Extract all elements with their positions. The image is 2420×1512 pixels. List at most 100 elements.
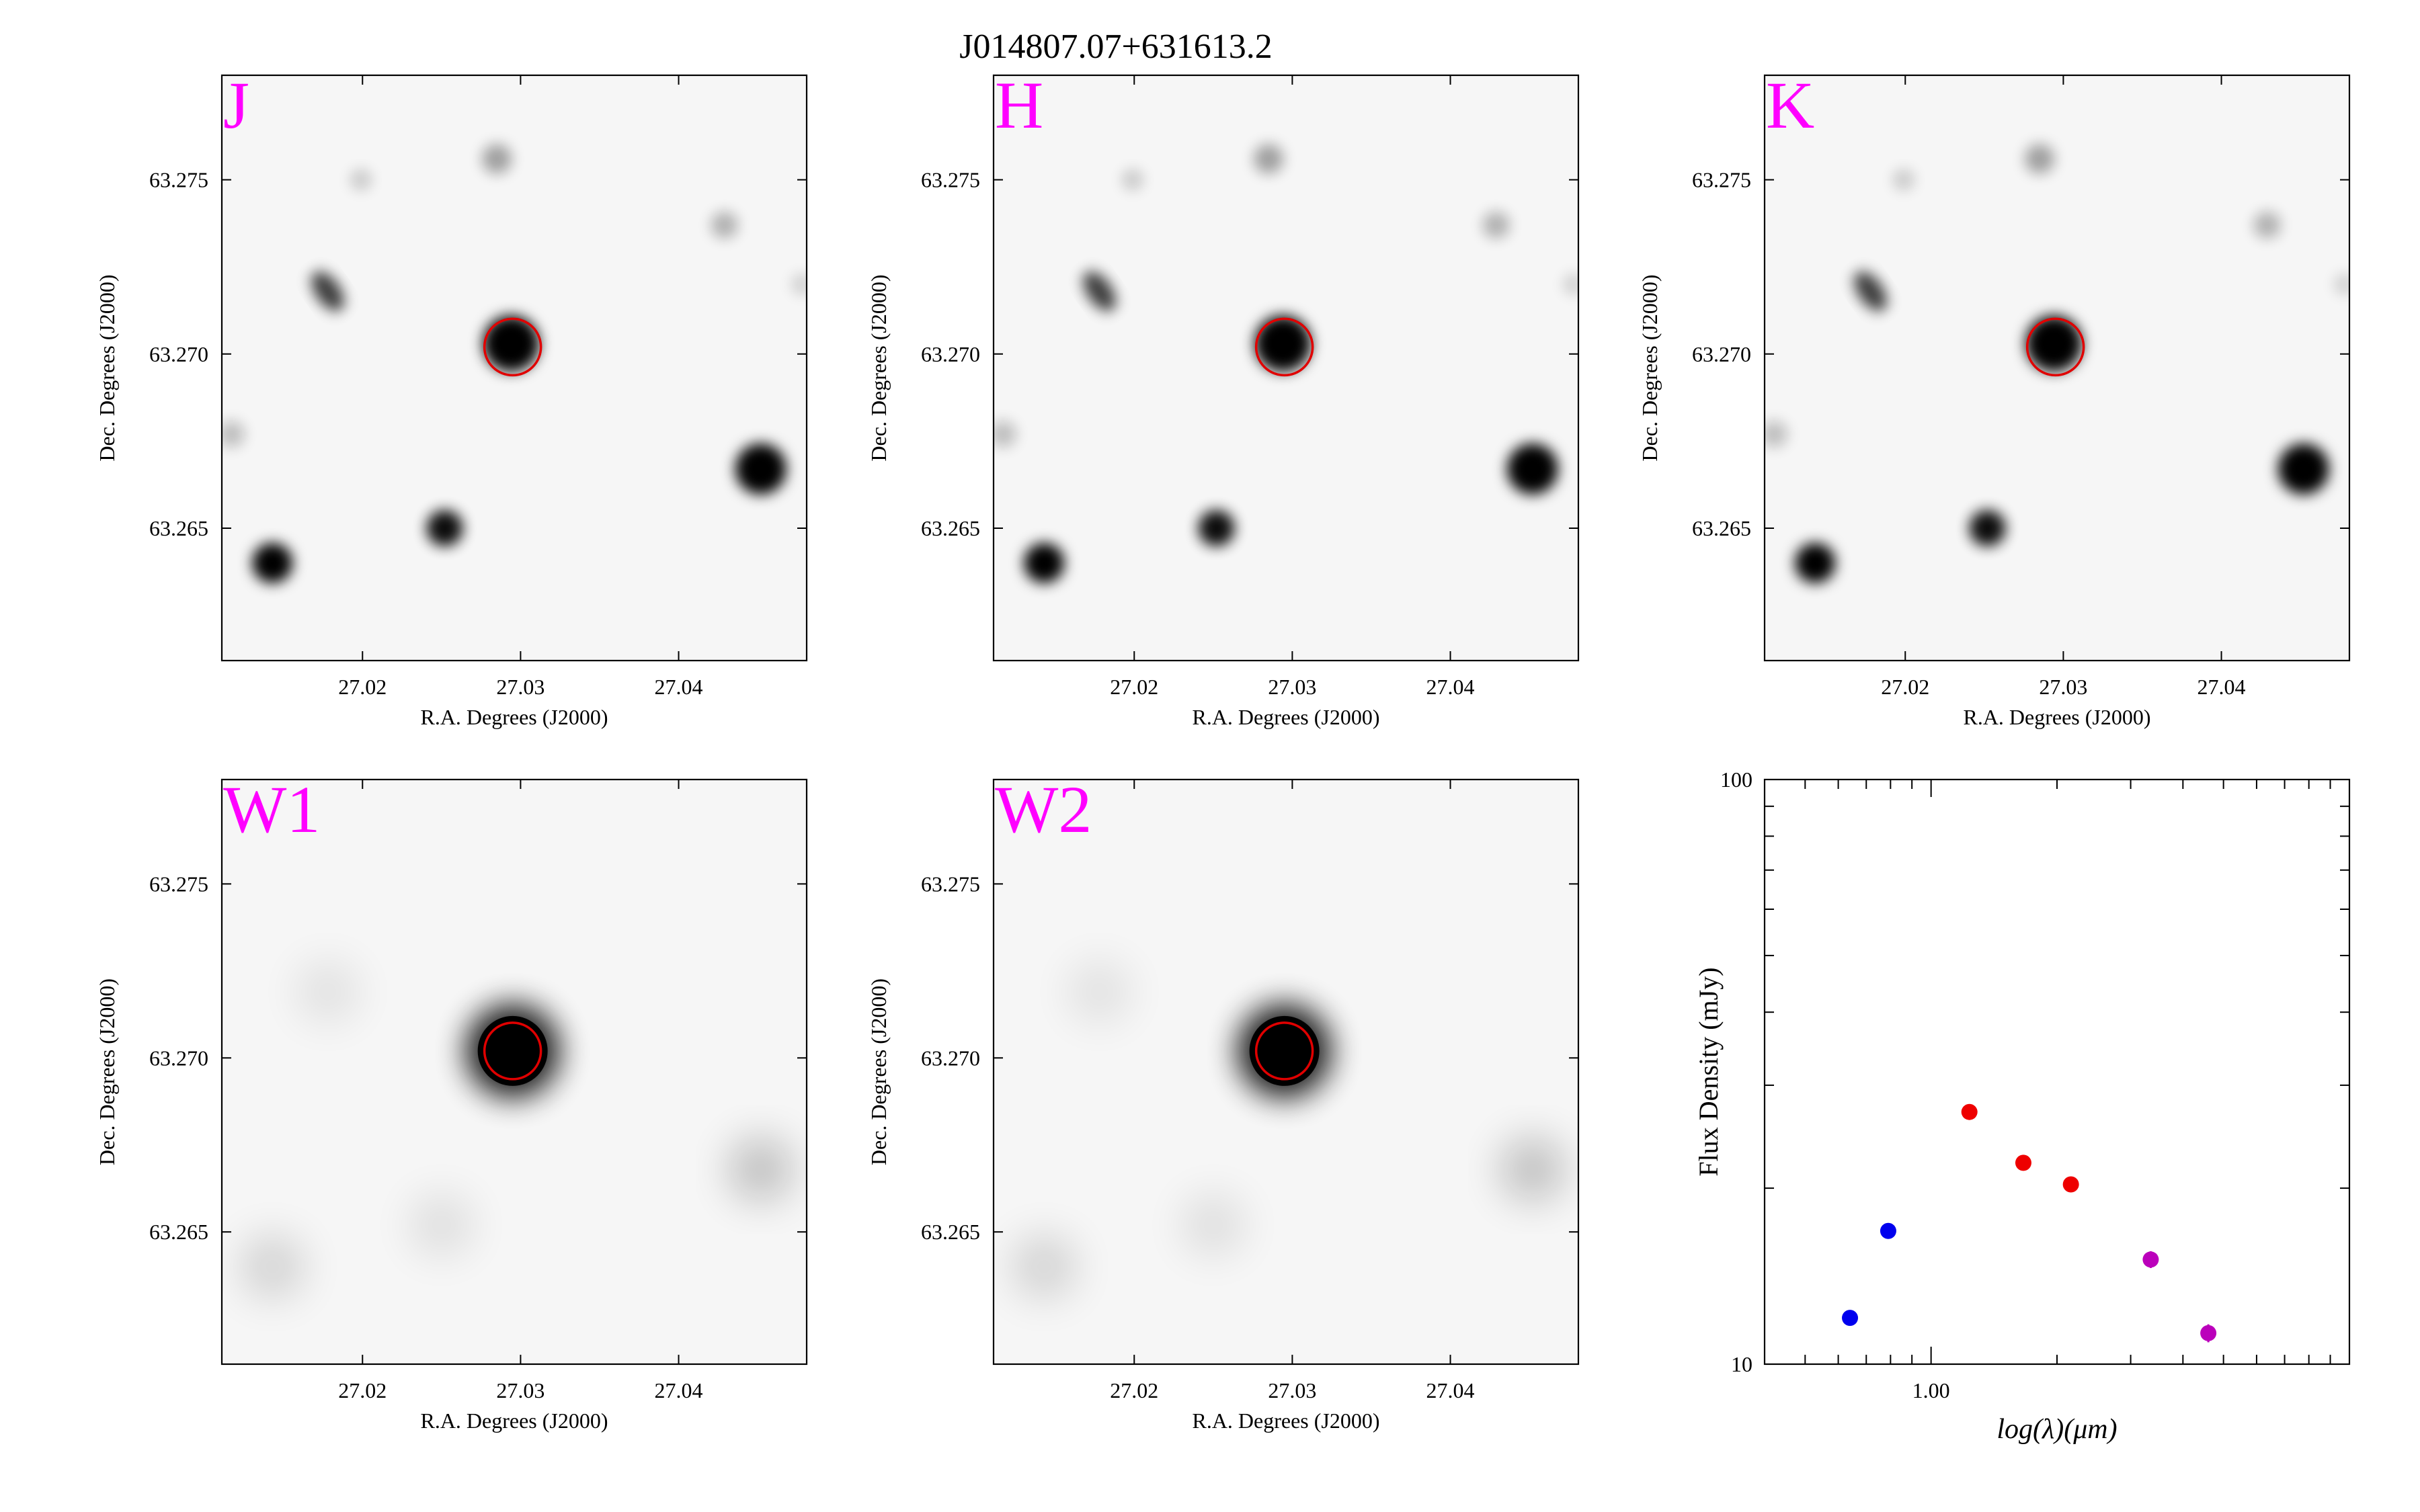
target-core bbox=[477, 1015, 548, 1086]
panel-j: 27.02 27.03 27.04 63.265 63.270 63.275 R.A. De… bbox=[95, 68, 808, 729]
x-tick-label: 27.04 bbox=[1426, 675, 1475, 699]
star bbox=[252, 542, 293, 583]
star bbox=[735, 443, 787, 495]
data-point bbox=[1961, 1103, 1978, 1120]
star bbox=[1254, 315, 1312, 372]
data-point bbox=[1880, 1222, 1896, 1239]
data-point bbox=[2200, 1325, 2217, 1341]
faint-source bbox=[240, 1234, 305, 1299]
panel-sed: 1.00 10 100 log(λ)(μm) Flux Density (mJy) bbox=[1693, 767, 2351, 1445]
y-tick-label: 63.275 bbox=[921, 168, 980, 192]
aperture-circle bbox=[2025, 317, 2085, 377]
y-tick-label: 63.275 bbox=[1692, 168, 1751, 192]
x-axis-label: R.A. Degrees (J2000) bbox=[1192, 1409, 1379, 1433]
faint-source bbox=[1067, 959, 1132, 1024]
panel-h: 27.02 27.03 27.04 63.265 63.270 63.275 R.A. De… bbox=[866, 68, 1580, 729]
star bbox=[1562, 274, 1578, 296]
aperture-circle bbox=[1254, 317, 1314, 377]
y-tick-label: 63.265 bbox=[149, 1220, 208, 1244]
star bbox=[1482, 211, 1510, 239]
star bbox=[2253, 211, 2281, 239]
band-label: W2 bbox=[995, 772, 1092, 847]
y-axis-label: Flux Density (mJy) bbox=[1693, 967, 1724, 1176]
figure-title: J014807.07+631613.2 bbox=[959, 28, 1273, 66]
y-axis-label: Dec. Degrees (J2000) bbox=[866, 274, 891, 461]
x-tick-label: 27.03 bbox=[496, 675, 544, 699]
star bbox=[1795, 542, 1836, 583]
x-tick-label: 27.02 bbox=[338, 1378, 387, 1402]
image-cutout bbox=[994, 144, 1578, 583]
star bbox=[311, 271, 344, 312]
y-axis-label: Dec. Degrees (J2000) bbox=[866, 978, 891, 1165]
x-tick-label: 27.03 bbox=[496, 1378, 544, 1402]
star bbox=[1083, 271, 1116, 312]
star bbox=[1506, 443, 1558, 495]
x-axis-label: log(λ)(μm) bbox=[1997, 1414, 2117, 1445]
faint-source bbox=[1500, 1137, 1565, 1202]
data-point bbox=[2015, 1154, 2031, 1171]
x-tick-label: 27.03 bbox=[1268, 675, 1316, 699]
star bbox=[1254, 144, 1284, 174]
panel-w2: 27.02 27.03 27.04 63.265 63.270 63.275 R.A. De… bbox=[866, 772, 1580, 1433]
star bbox=[1765, 421, 1788, 448]
x-tick-label: 27.02 bbox=[1110, 1378, 1158, 1402]
axes-frame bbox=[220, 74, 808, 662]
x-tick-label: 27.04 bbox=[2197, 675, 2246, 699]
faint-source bbox=[295, 959, 360, 1024]
star bbox=[994, 421, 1017, 448]
axes-frame bbox=[220, 778, 808, 1366]
y-tick-label: 63.275 bbox=[149, 168, 208, 192]
x-tick-label: 27.02 bbox=[338, 675, 387, 699]
band-label: K bbox=[1766, 68, 1814, 142]
y-axis-label: Dec. Degrees (J2000) bbox=[95, 274, 119, 461]
x-axis-label: R.A. Degrees (J2000) bbox=[1192, 705, 1379, 729]
y-tick-label: 63.265 bbox=[921, 1220, 980, 1244]
star bbox=[1198, 509, 1235, 546]
faint-source bbox=[1012, 1234, 1077, 1299]
panel-k: 27.02 27.03 27.04 63.265 63.270 63.275 R.A. De… bbox=[1638, 68, 2351, 729]
y-axis-label: Dec. Degrees (J2000) bbox=[95, 978, 119, 1165]
y-tick-label: 63.270 bbox=[149, 342, 208, 366]
faint-source bbox=[728, 1137, 793, 1202]
star bbox=[1969, 509, 2006, 546]
axes-frame bbox=[992, 74, 1580, 662]
x-tick-label: 27.04 bbox=[1426, 1378, 1475, 1402]
star bbox=[2333, 274, 2349, 296]
x-tick-label: 1.00 bbox=[1912, 1378, 1950, 1402]
y-tick-label: 63.275 bbox=[921, 872, 980, 896]
x-tick-label: 27.02 bbox=[1110, 675, 1158, 699]
y-tick-label: 63.270 bbox=[921, 342, 980, 366]
star bbox=[1024, 542, 1065, 583]
star bbox=[350, 169, 372, 191]
y-tick-label: 63.270 bbox=[149, 1046, 208, 1070]
star bbox=[2025, 315, 2083, 372]
aperture-circle bbox=[483, 317, 542, 377]
star bbox=[482, 144, 512, 174]
y-tick-label: 63.275 bbox=[149, 872, 208, 896]
image-cutout bbox=[1765, 144, 2349, 583]
x-axis-label: R.A. Degrees (J2000) bbox=[420, 1409, 608, 1433]
star bbox=[483, 315, 540, 372]
aperture-circle bbox=[483, 1021, 542, 1081]
x-tick-label: 27.02 bbox=[1881, 675, 1929, 699]
star bbox=[2025, 144, 2055, 174]
image-cutout bbox=[222, 144, 807, 583]
y-tick-label: 63.265 bbox=[1692, 516, 1751, 540]
image-cutout bbox=[240, 959, 793, 1299]
image-cutout bbox=[1012, 959, 1565, 1299]
data-point bbox=[2142, 1251, 2159, 1268]
star bbox=[1121, 169, 1143, 191]
band-label: W1 bbox=[223, 772, 320, 847]
star bbox=[711, 211, 738, 239]
y-axis-label: Dec. Degrees (J2000) bbox=[1638, 274, 1662, 461]
data-point bbox=[2062, 1176, 2079, 1193]
y-tick-label: 100 bbox=[1720, 767, 1752, 792]
y-tick-label: 63.270 bbox=[921, 1046, 980, 1070]
star bbox=[791, 274, 807, 296]
band-label: H bbox=[995, 68, 1043, 142]
star bbox=[222, 421, 245, 448]
x-tick-label: 27.03 bbox=[2039, 675, 2087, 699]
y-tick-label: 10 bbox=[1731, 1352, 1752, 1376]
axes-frame bbox=[1763, 778, 2351, 1366]
